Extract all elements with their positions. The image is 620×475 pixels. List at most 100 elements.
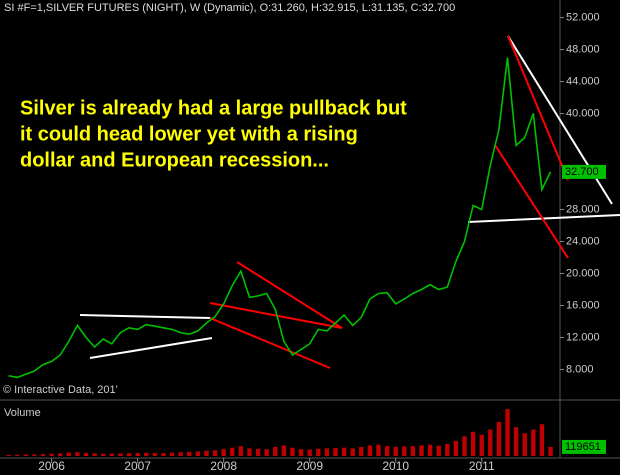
volume-bar — [333, 448, 338, 456]
volume-bar — [204, 450, 209, 456]
volume-bar — [324, 448, 330, 456]
credit: © Interactive Data, 201' — [3, 384, 118, 396]
volume-bar — [427, 444, 433, 456]
volume-bar — [496, 421, 502, 456]
volume-bar — [393, 446, 398, 456]
volume-bar — [419, 445, 424, 456]
y-tick-label: 52.000 — [566, 11, 600, 23]
y-tick-label: 40.000 — [566, 107, 600, 119]
y-tick-label: 20.000 — [566, 267, 600, 279]
trendline — [209, 302, 343, 329]
volume-bar — [298, 449, 304, 456]
volume-bar — [402, 446, 407, 456]
y-tick-label: 28.000 — [566, 203, 600, 215]
volume-bar — [144, 452, 149, 456]
volume-bar — [307, 449, 312, 456]
volume-bar — [316, 448, 321, 456]
volume-bar — [539, 424, 545, 456]
trendline — [89, 337, 213, 359]
volume-bar — [281, 445, 287, 456]
chart-title: SI #F=1,SILVER FUTURES (NIGHT), W (Dynam… — [4, 2, 455, 14]
volume-bar — [548, 446, 553, 456]
y-tick-label: 44.000 — [566, 75, 600, 87]
volume-bar — [58, 453, 63, 456]
volume-bar — [187, 451, 192, 456]
volume-bar — [195, 451, 201, 456]
volume-bar — [522, 433, 527, 456]
trendline — [507, 35, 569, 181]
last-price-box — [562, 164, 606, 179]
trendline — [494, 144, 569, 259]
volume-bar — [505, 409, 510, 456]
volume-bar — [49, 453, 54, 456]
volume-bar — [264, 449, 269, 456]
volume-bar — [367, 445, 373, 456]
annotation: dollar and European recession... — [20, 149, 329, 171]
volume-bar — [92, 453, 97, 456]
volume-bar — [230, 447, 235, 456]
y-tick-label: 48.000 — [566, 43, 600, 55]
volume-bar — [126, 453, 132, 456]
volume-bar — [410, 446, 416, 456]
volume-bar — [40, 454, 46, 456]
volume-bar — [101, 453, 106, 456]
volume-bar — [66, 452, 72, 456]
volume-bar — [290, 447, 295, 456]
volume-bar — [488, 429, 493, 456]
trendline — [467, 214, 620, 223]
volume-bar — [75, 452, 80, 456]
x-tick-label: 2008 — [210, 459, 237, 473]
volume-bar — [6, 454, 11, 456]
last-volume-label: 119651 — [565, 441, 601, 453]
volume-bar — [376, 444, 381, 456]
volume-bar — [359, 446, 364, 456]
y-tick-label: 12.000 — [566, 331, 600, 343]
y-tick-label: 24.000 — [566, 235, 600, 247]
last-volume-box — [562, 439, 606, 454]
volume-bar — [221, 449, 226, 456]
x-tick-label: 2010 — [382, 459, 409, 473]
x-tick-label: 2007 — [124, 459, 151, 473]
x-tick-label: 2006 — [38, 459, 65, 473]
volume-bar — [436, 445, 441, 456]
volume-bar — [161, 453, 166, 456]
last-price-label: 32.700 — [565, 166, 599, 178]
volume-bar — [384, 446, 390, 456]
volume-bar — [341, 447, 347, 456]
volume-bar — [479, 434, 484, 456]
volume-bar — [109, 453, 115, 456]
volume-bar — [350, 448, 355, 456]
x-tick-label: 2009 — [296, 459, 323, 473]
volume-bar — [169, 452, 175, 456]
volume-bar — [23, 454, 28, 456]
volume-bar — [247, 448, 252, 456]
volume-bar — [32, 454, 37, 456]
volume-bar — [453, 440, 459, 456]
volume-bar — [513, 427, 519, 456]
y-tick-label: 8.000 — [566, 363, 594, 375]
volume-bar — [15, 454, 20, 456]
trendline — [236, 261, 343, 329]
volume-bar — [273, 446, 278, 456]
y-tick-label: 16.000 — [566, 299, 600, 311]
volume-title: Volume — [4, 407, 41, 419]
volume-bar — [118, 453, 123, 456]
volume-bar — [152, 452, 158, 456]
volume-bar — [531, 429, 536, 456]
trendline — [79, 314, 211, 319]
annotation: it could head lower yet with a rising — [20, 123, 358, 145]
x-tick-label: 2011 — [469, 459, 495, 473]
volume-bar — [212, 450, 218, 456]
volume-bar — [445, 443, 450, 456]
trendline — [209, 317, 331, 369]
volume-bar — [83, 452, 89, 456]
volume-bar — [462, 436, 467, 456]
volume-bar — [178, 452, 183, 456]
volume-bar — [470, 431, 476, 456]
volume-bar — [238, 446, 244, 456]
annotation: Silver is already had a large pullback b… — [20, 97, 407, 119]
volume-bar — [255, 448, 261, 456]
volume-bar — [135, 452, 140, 456]
